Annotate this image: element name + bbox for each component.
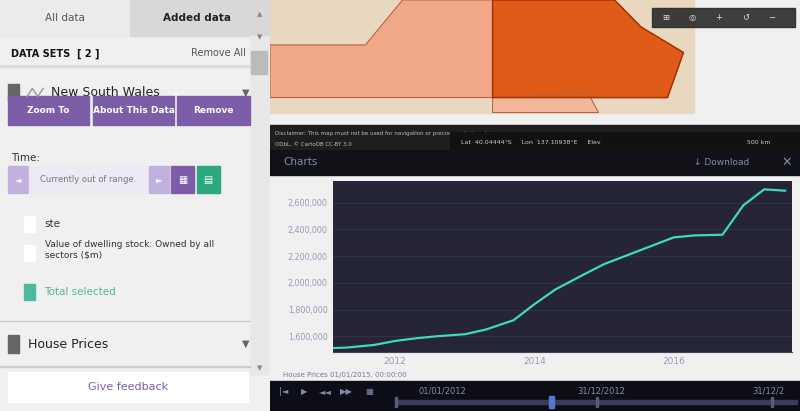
Text: New South Wales: New South Wales (51, 86, 160, 99)
Bar (8, 372, 248, 402)
Text: 31/12/2: 31/12/2 (752, 387, 784, 396)
Text: Remove: Remove (193, 106, 234, 115)
Text: New South Wales: New South Wales (503, 187, 594, 197)
Text: Lat  40.04444°S     Lon  137.10938°E     Elev: Lat 40.04444°S Lon 137.10938°E Elev (461, 140, 601, 145)
Text: Value of dwelling stock: Owned by all
sectors ($m): Value of dwelling stock: Owned by all se… (45, 240, 214, 259)
Bar (549, 396, 554, 408)
Bar (24, 284, 34, 300)
Text: About This Data: About This Data (93, 106, 174, 115)
Bar (24, 216, 34, 232)
Text: ◄: ◄ (15, 175, 22, 184)
Text: ▶: ▶ (301, 387, 308, 396)
Text: House Prices 01/01/2015, 00:00:00: House Prices 01/01/2015, 00:00:00 (283, 372, 407, 379)
Bar (270, 125, 800, 150)
Text: ste: ste (45, 219, 61, 229)
Bar (29, 166, 148, 193)
Bar (394, 397, 397, 407)
Bar (450, 132, 800, 150)
Text: ►: ► (155, 175, 162, 184)
Polygon shape (270, 0, 493, 97)
Bar (24, 245, 34, 261)
Bar (8, 166, 28, 193)
Text: 500 km: 500 km (747, 140, 770, 145)
Bar (8, 96, 89, 125)
Text: ▶▶: ▶▶ (340, 387, 354, 396)
Text: ↓ Download: ↓ Download (694, 158, 750, 167)
Bar (270, 381, 800, 411)
Text: ▼: ▼ (257, 34, 262, 40)
Bar (177, 96, 250, 125)
Bar (394, 400, 798, 404)
Bar (0, 366, 250, 367)
Bar (197, 166, 219, 193)
Bar (0, 0, 130, 36)
Bar (149, 166, 169, 193)
Text: ▦: ▦ (178, 175, 188, 185)
Text: ◎: ◎ (689, 13, 696, 22)
Polygon shape (493, 93, 598, 113)
Text: Time:: Time: (11, 153, 40, 163)
Text: ▦: ▦ (366, 387, 374, 396)
Bar (0, 204, 250, 205)
Bar (651, 7, 794, 27)
Text: ▤: ▤ (203, 175, 213, 185)
Bar (8, 335, 19, 353)
Text: ▼: ▼ (257, 365, 262, 371)
Text: House Prices: House Prices (28, 337, 109, 351)
Text: ◄◄: ◄◄ (319, 387, 332, 396)
Bar (596, 397, 598, 407)
Bar (251, 51, 267, 74)
Text: ▼: ▼ (242, 339, 250, 349)
Text: Remove All: Remove All (191, 48, 246, 58)
Text: −: − (769, 13, 775, 22)
Text: ✕: ✕ (782, 156, 792, 169)
Text: Give feedback: Give feedback (88, 382, 168, 392)
Text: +: + (715, 13, 722, 22)
Bar (270, 0, 694, 113)
Text: DATA SETS  [ 2 ]: DATA SETS [ 2 ] (11, 48, 99, 58)
Text: Currently out of range.: Currently out of range. (41, 175, 137, 184)
Bar (0, 65, 250, 67)
Bar (250, 36, 270, 374)
Text: ▼: ▼ (242, 88, 250, 97)
Text: |◄: |◄ (278, 387, 288, 396)
Polygon shape (493, 0, 683, 97)
Bar (93, 96, 174, 125)
Bar (8, 84, 19, 101)
Text: Charts: Charts (283, 157, 318, 167)
Text: ⊞: ⊞ (662, 13, 670, 22)
Text: ↺: ↺ (742, 13, 749, 22)
Text: ▲: ▲ (257, 12, 262, 17)
Bar (270, 150, 800, 175)
Text: 31/12/2012: 31/12/2012 (578, 387, 625, 396)
Text: Added data: Added data (163, 13, 231, 23)
Text: ODbL, © CartoDB CC-BY 3.0: ODbL, © CartoDB CC-BY 3.0 (275, 142, 352, 147)
Text: 01/01/2012: 01/01/2012 (418, 387, 466, 396)
Text: All data: All data (45, 13, 85, 23)
Text: Total selected: Total selected (45, 287, 116, 297)
Text: Disclaimer: This map must not be used for navigation or precise spatial analysis: Disclaimer: This map must not be used fo… (275, 132, 498, 136)
Bar (171, 166, 194, 193)
Text: Zoom To: Zoom To (27, 106, 70, 115)
Bar (771, 397, 773, 407)
Bar (130, 0, 270, 36)
